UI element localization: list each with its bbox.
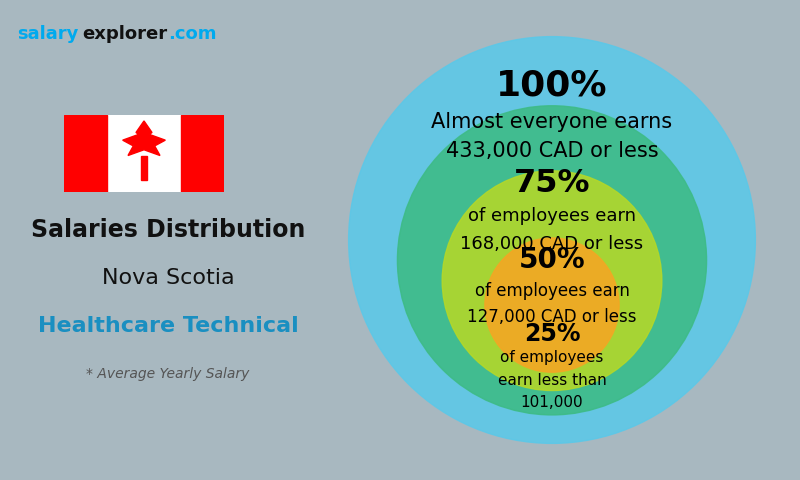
Bar — [141, 156, 147, 180]
Text: 25%: 25% — [524, 322, 580, 346]
Text: * Average Yearly Salary: * Average Yearly Salary — [86, 367, 250, 382]
Text: of employees earn: of employees earn — [474, 282, 630, 300]
Text: Healthcare Technical: Healthcare Technical — [38, 316, 298, 336]
Text: of employees earn: of employees earn — [468, 206, 636, 225]
Text: explorer: explorer — [82, 24, 167, 43]
Text: Almost everyone earns: Almost everyone earns — [431, 112, 673, 132]
Text: 100%: 100% — [496, 69, 608, 102]
Text: salary: salary — [17, 24, 78, 43]
Text: Salaries Distribution: Salaries Distribution — [31, 218, 305, 242]
Text: 75%: 75% — [514, 168, 590, 199]
Circle shape — [485, 238, 619, 372]
Text: 101,000: 101,000 — [521, 395, 583, 410]
Text: 168,000 CAD or less: 168,000 CAD or less — [461, 235, 643, 253]
Text: of employees: of employees — [500, 350, 604, 365]
Bar — [182, 115, 224, 192]
Circle shape — [442, 171, 662, 391]
Text: Nova Scotia: Nova Scotia — [102, 268, 234, 288]
Bar — [64, 115, 106, 192]
Text: earn less than: earn less than — [498, 373, 606, 388]
Text: 127,000 CAD or less: 127,000 CAD or less — [467, 308, 637, 326]
Polygon shape — [122, 121, 166, 156]
Text: 50%: 50% — [518, 246, 586, 275]
Text: .com: .com — [168, 24, 217, 43]
Text: 433,000 CAD or less: 433,000 CAD or less — [446, 141, 658, 160]
Circle shape — [349, 36, 755, 444]
Circle shape — [398, 106, 706, 415]
